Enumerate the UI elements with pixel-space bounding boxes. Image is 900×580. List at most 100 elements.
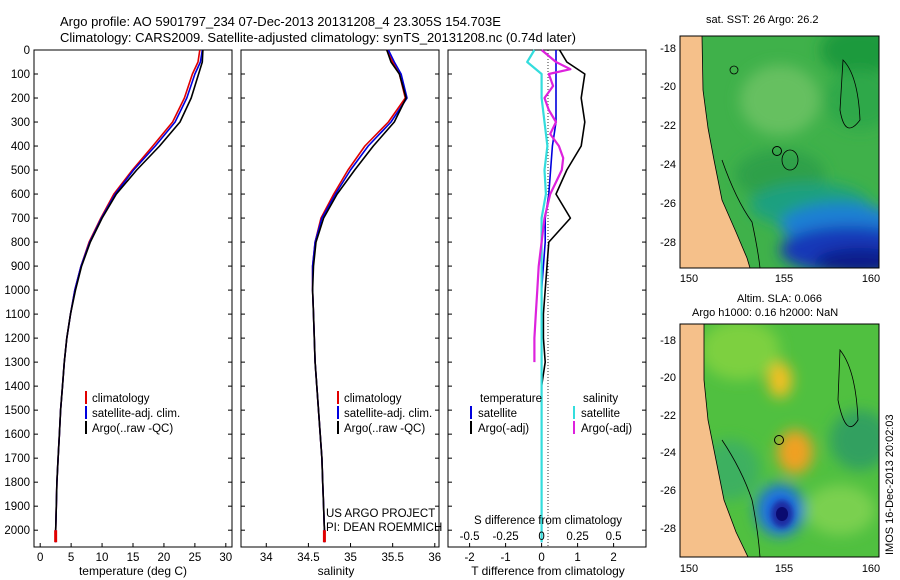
sla-map: 150 155 160 -18 -20 -22 -24 -26 -28	[660, 323, 880, 575]
y-tick-label: 300	[11, 117, 30, 129]
series-line-salinity-argo-adj-	[533, 49, 572, 363]
x-tick-label: 35	[344, 552, 357, 564]
y-tick-label: 400	[11, 141, 30, 153]
sst-map-title: sat. SST: 26 Argo: 26.2	[706, 14, 819, 26]
legend-label-argo: Argo(..raw -QC)	[344, 423, 425, 435]
legend-title-temperature: temperature	[480, 393, 542, 405]
x-tick-label: 0	[538, 552, 544, 564]
sst-ytick-label: -26	[660, 198, 676, 210]
y-tick-label: 1600	[4, 429, 30, 441]
y-tick-label: 700	[11, 213, 30, 225]
temperature-marks	[54, 49, 204, 543]
t-difference-xlabel: T difference from climatology	[471, 564, 625, 578]
sst-xtick-label: 155	[775, 273, 793, 285]
temperature-ticks: 0 5 10 15 20 25 300100200300400500600700800900…	[4, 45, 232, 564]
y-tick-label: 2000	[4, 525, 30, 537]
imos-timestamp: IMOS 16-Dec-2013 20:02:03	[884, 414, 896, 555]
y-tick-label: 1700	[4, 453, 30, 465]
series-line-temperature-argo-adj-	[540, 49, 586, 531]
y-tick-label: 0	[24, 45, 30, 57]
legend-label-climatology: climatology	[344, 393, 402, 405]
y-tick-label: 1300	[4, 357, 30, 369]
y-tick-label: 1400	[4, 381, 30, 393]
sla-xtick-label: 155	[775, 563, 793, 575]
legend-label-t-argo: Argo(-adj)	[478, 423, 529, 435]
sst-ytick-label: -28	[660, 237, 676, 249]
y-tick-label: 100	[11, 69, 30, 81]
temperature-axes-frame	[33, 49, 233, 548]
salinity-panel: 34 34.5 35 35.5 36 salinity climatology sate…	[240, 49, 442, 578]
y-tick-label: 1900	[4, 501, 30, 513]
argo-float-marker	[774, 435, 784, 445]
legend-label-satellite: satellite-adj. clim.	[92, 408, 180, 420]
y-tick-label: 1500	[4, 405, 30, 417]
legend-label-s-satellite: satellite	[581, 408, 620, 420]
x-tick-label: 10	[96, 552, 109, 564]
difference-marks	[526, 49, 586, 543]
x-tick-label: 34.5	[297, 552, 319, 564]
sst-map-frame	[679, 35, 880, 269]
temperature-legend: climatology satellite-adj. clim. Argo(..…	[85, 391, 180, 435]
sla-map-frame	[679, 323, 880, 558]
x-tick-label: 15	[127, 552, 140, 564]
s-tick-label: -0.25	[492, 531, 518, 543]
sla-ytick-label: -26	[660, 485, 676, 497]
difference-axes-frame	[447, 49, 647, 548]
series-line-argo-raw-qc-	[54, 49, 204, 531]
y-tick-label: 1200	[4, 333, 30, 345]
sst-ytick-label: -18	[660, 43, 676, 55]
x-tick-label: 0	[37, 552, 43, 564]
sst-ytick-label: -22	[660, 120, 676, 132]
x-tick-label: 20	[158, 552, 171, 564]
y-tick-label: 1800	[4, 477, 30, 489]
s-tick-label: 0	[538, 531, 544, 543]
y-tick-label: 200	[11, 93, 30, 105]
y-tick-label: 1000	[4, 285, 30, 297]
sla-map-title: Altim. SLA: 0.066	[737, 293, 822, 305]
x-tick-label: -2	[464, 552, 474, 564]
sst-map: 150 155 160 -18 -20 -22 -24 -26 -28	[660, 35, 880, 285]
x-tick-label: 35.5	[381, 552, 403, 564]
x-tick-label: 25	[188, 552, 201, 564]
salinity-ticks: 34 34.5 35 35.5 36	[241, 49, 441, 564]
s-tick-label: 0.5	[606, 531, 622, 543]
sst-xtick-label: 160	[862, 273, 880, 285]
sst-ytick-label: -20	[660, 81, 676, 93]
legend-label-t-satellite: satellite	[478, 408, 517, 420]
x-tick-label: -1	[500, 552, 510, 564]
project-annotation: US ARGO PROJECT	[326, 508, 435, 520]
difference-ticks: -2 -1 0 1 2 -0.5 -0.25 0 0.25 0.5	[448, 49, 646, 564]
x-tick-label: 30	[219, 552, 232, 564]
salinity-legend: climatology satellite-adj. clim. Argo(..…	[337, 391, 432, 435]
sla-ytick-label: -20	[660, 372, 676, 384]
sla-ytick-label: -18	[660, 335, 676, 347]
legend-label-argo: Argo(..raw -QC)	[92, 423, 173, 435]
salinity-axes-frame	[240, 49, 440, 548]
x-tick-label: 1	[574, 552, 580, 564]
sla-ytick-label: -24	[660, 447, 676, 459]
temperature-panel: 0 5 10 15 20 25 300100200300400500600700800900…	[4, 45, 233, 578]
legend-label-s-argo: Argo(-adj)	[581, 423, 632, 435]
series-line-argo-raw-qc-	[311, 49, 407, 531]
y-tick-label: 1100	[5, 309, 30, 321]
legend-title-salinity: salinity	[583, 393, 618, 405]
sst-map-ticks: 150 155 160 -18 -20 -22 -24 -26 -28	[660, 43, 880, 285]
s-difference-label: S difference from climatology	[474, 515, 622, 527]
difference-panel: -2 -1 0 1 2 -0.5 -0.25 0 0.25 0.5 S difference fr…	[447, 49, 647, 578]
x-tick-label: 5	[68, 552, 74, 564]
sla-xtick-label: 150	[680, 563, 698, 575]
x-tick-label: 2	[610, 552, 616, 564]
profile-title: Argo profile: AO 5901797_234 07-Dec-2013…	[60, 14, 501, 29]
sla-map-ticks: 150 155 160 -18 -20 -22 -24 -26 -28	[660, 335, 880, 575]
salinity-xlabel: salinity	[318, 564, 355, 578]
climatology-subtitle: Climatology: CARS2009. Satellite-adjuste…	[60, 30, 576, 45]
y-tick-label: 500	[11, 165, 30, 177]
y-tick-label: 800	[11, 237, 30, 249]
s-tick-label: 0.25	[566, 531, 588, 543]
sla-ytick-label: -22	[660, 410, 676, 422]
salinity-marks	[311, 49, 408, 543]
sla-xtick-label: 160	[862, 563, 880, 575]
x-tick-label: 36	[428, 552, 441, 564]
legend-label-satellite: satellite-adj. clim.	[344, 408, 432, 420]
